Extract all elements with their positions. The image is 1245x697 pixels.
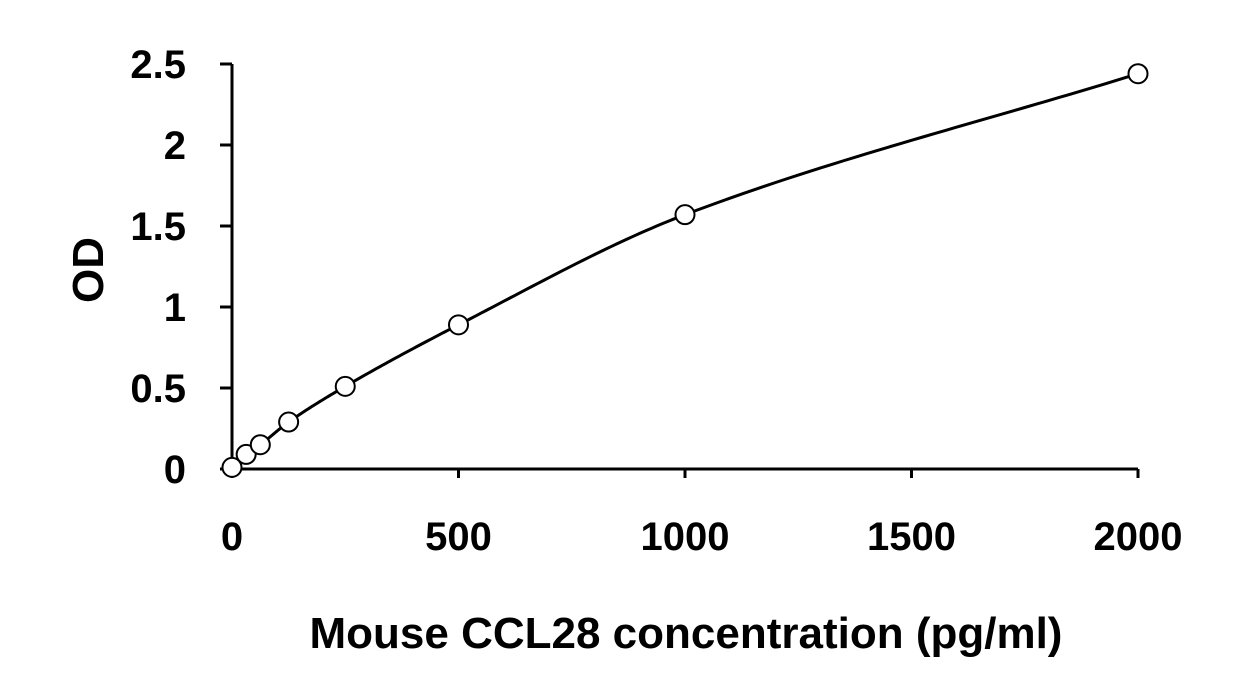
x-axis-ticks: 0 500 1000 1500 2000 xyxy=(221,469,1183,559)
x-tick-label: 0 xyxy=(221,515,243,559)
x-axis-title: Mouse CCL28 concentration (pg/ml) xyxy=(310,609,1063,658)
fit-curve xyxy=(230,72,1139,469)
data-point xyxy=(235,443,257,465)
y-tick-label: 2.5 xyxy=(130,43,186,87)
data-point xyxy=(334,375,356,397)
data-point xyxy=(674,204,696,226)
y-tick-label: 0.5 xyxy=(130,367,186,411)
data-point xyxy=(249,434,271,456)
y-tick-label: 0 xyxy=(164,448,186,492)
x-tick-label: 1500 xyxy=(867,515,956,559)
y-axis-title: OD xyxy=(64,237,113,303)
y-tick-label: 2 xyxy=(164,124,186,168)
x-tick-label: 500 xyxy=(425,515,492,559)
y-axis-ticks: 0 0.5 1 1.5 2 2.5 xyxy=(130,43,232,492)
y-tick-label: 1.5 xyxy=(130,205,186,249)
data-point xyxy=(278,411,300,433)
data-points xyxy=(221,63,1149,478)
x-tick-label: 1000 xyxy=(641,515,730,559)
data-point xyxy=(221,456,243,478)
data-point xyxy=(1127,63,1149,85)
axes xyxy=(230,64,1138,471)
data-point xyxy=(448,314,469,336)
x-tick-label: 2000 xyxy=(1094,515,1183,559)
y-tick-label: 1 xyxy=(164,286,186,330)
